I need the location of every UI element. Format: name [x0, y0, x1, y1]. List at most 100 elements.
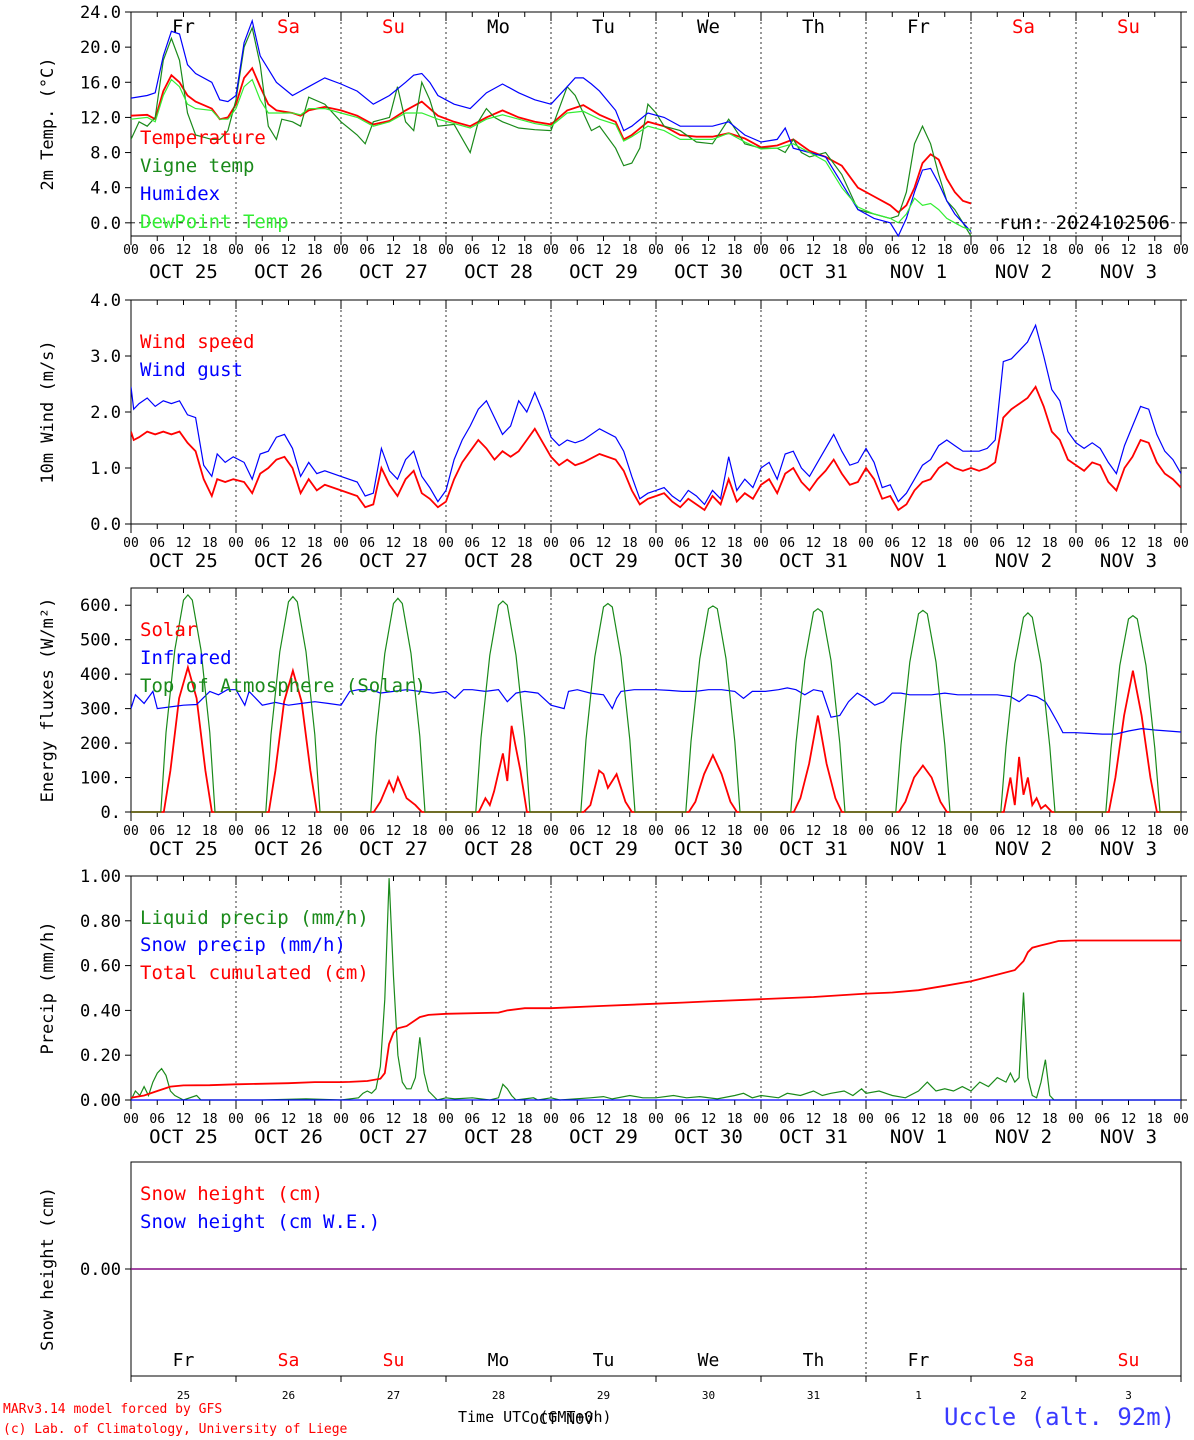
date-label: OCT 26: [254, 261, 323, 283]
hour-label: 06: [1094, 1112, 1110, 1127]
date-label: OCT 26: [254, 1126, 323, 1148]
hour-label: 00: [438, 824, 454, 839]
legend-entry: Total cumulated (cm): [140, 962, 369, 984]
hour-label: 12: [176, 1112, 192, 1127]
dow-label: Su: [1118, 1350, 1140, 1371]
series-line-red: [131, 939, 1181, 1099]
date-label: NOV 1: [890, 550, 947, 572]
hour-label: 06: [674, 536, 690, 551]
date-label: OCT 26: [254, 550, 323, 572]
hour-label: 12: [491, 536, 507, 551]
series-line-green: [131, 25, 972, 237]
hour-label: 00: [1068, 243, 1084, 258]
legend-entry: Wind gust: [140, 359, 243, 381]
hour-label: 18: [1042, 243, 1058, 258]
date-label: OCT 28: [464, 838, 533, 860]
hour-label: 12: [281, 536, 297, 551]
series-line-green: [131, 593, 1181, 813]
day-number: 2: [1020, 1389, 1027, 1402]
hour-label: 00: [1173, 1112, 1189, 1127]
hour-label: 00: [648, 243, 664, 258]
date-label: NOV 3: [1100, 838, 1157, 860]
hour-label: 12: [386, 536, 402, 551]
legend-entry: Wind speed: [140, 331, 254, 353]
hour-label: 12: [281, 243, 297, 258]
y-tick-label: 0.0: [90, 515, 121, 535]
y-tick-label: 1.00: [80, 867, 121, 887]
hour-label: 18: [937, 243, 953, 258]
hour-label: 18: [937, 536, 953, 551]
date-label: NOV 3: [1100, 261, 1157, 283]
hour-label: 12: [281, 1112, 297, 1127]
y-axis-label: 10m Wind (m/s): [38, 340, 58, 483]
hour-label: 18: [517, 536, 533, 551]
hour-label: 06: [989, 536, 1005, 551]
day-number: 27: [387, 1389, 400, 1402]
y-tick-label: 0.00: [80, 1260, 121, 1280]
y-tick-label: 0.20: [80, 1046, 121, 1066]
dow-label: Mo: [488, 1350, 510, 1371]
y-tick-label: 0.00: [80, 1091, 121, 1111]
hour-label: 00: [648, 824, 664, 839]
day-number: 1: [915, 1389, 922, 1402]
hour-label: 00: [1173, 824, 1189, 839]
hour-label: 06: [674, 1112, 690, 1127]
hour-label: 00: [858, 1112, 874, 1127]
dow-label: Fr: [907, 16, 930, 38]
hour-label: 06: [359, 1112, 375, 1127]
dow-label: Mo: [487, 16, 510, 38]
hour-label: 12: [386, 243, 402, 258]
hour-label: 06: [884, 1112, 900, 1127]
hour-label: 12: [386, 824, 402, 839]
y-tick-label: 0.0: [90, 214, 121, 234]
date-label: OCT 31: [779, 550, 848, 572]
hour-label: 06: [464, 243, 480, 258]
date-label: OCT 30: [674, 261, 743, 283]
date-label: OCT 30: [674, 838, 743, 860]
hour-label: 18: [622, 824, 638, 839]
hour-label: 12: [1016, 243, 1032, 258]
legend-entry: Temperature: [140, 127, 266, 149]
legend-entry: Snow height (cm): [140, 1183, 323, 1205]
y-axis-label: Precip (mm/h): [38, 921, 58, 1054]
hour-label: 00: [648, 1112, 664, 1127]
hour-label: 00: [228, 1112, 244, 1127]
hour-label: 06: [884, 824, 900, 839]
hour-label: 00: [858, 536, 874, 551]
hour-label: 06: [254, 824, 270, 839]
hour-label: 18: [622, 536, 638, 551]
hour-label: 00: [1068, 536, 1084, 551]
hour-label: 00: [543, 824, 559, 839]
hour-label: 12: [1121, 1112, 1137, 1127]
hour-label: 00: [333, 1112, 349, 1127]
hour-label: 00: [753, 536, 769, 551]
hour-label: 06: [254, 536, 270, 551]
month-overlay: OCT NOV: [530, 1410, 593, 1428]
hour-label: 00: [333, 536, 349, 551]
date-label: OCT 28: [464, 261, 533, 283]
y-axis-label: 2m Temp. (°C): [38, 57, 58, 190]
hour-label: 00: [123, 243, 139, 258]
hour-label: 18: [202, 243, 218, 258]
date-label: OCT 30: [674, 550, 743, 572]
date-label: NOV 1: [890, 261, 947, 283]
hour-label: 12: [806, 536, 822, 551]
hour-label: 06: [254, 243, 270, 258]
y-tick-label: 0.80: [80, 912, 121, 932]
legend-entry: Vigne temp: [140, 155, 254, 177]
hour-label: 00: [543, 243, 559, 258]
panel-5: 0.00 Snow height (cm) Fr 25 Sa 26 Su 27 Mo 28 Tu 29…: [38, 1161, 1187, 1402]
series-group: [131, 593, 1181, 813]
date-label: OCT 26: [254, 838, 323, 860]
day-number: 26: [282, 1389, 295, 1402]
legend-entry: Infrared: [140, 647, 232, 669]
day-number: 29: [597, 1389, 610, 1402]
hour-label: 18: [727, 824, 743, 839]
hour-label: 06: [779, 824, 795, 839]
hour-label: 12: [491, 1112, 507, 1127]
series-line-blue: [131, 687, 1181, 735]
y-tick-label: 1.0: [90, 459, 121, 479]
date-label: OCT 28: [464, 550, 533, 572]
y-tick-label: 16.0: [80, 73, 121, 93]
